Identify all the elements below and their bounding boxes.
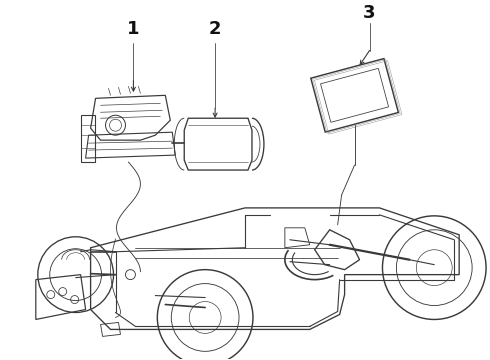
Text: 1: 1 [127, 19, 140, 37]
Text: 3: 3 [363, 4, 376, 22]
Text: 2: 2 [209, 19, 221, 37]
